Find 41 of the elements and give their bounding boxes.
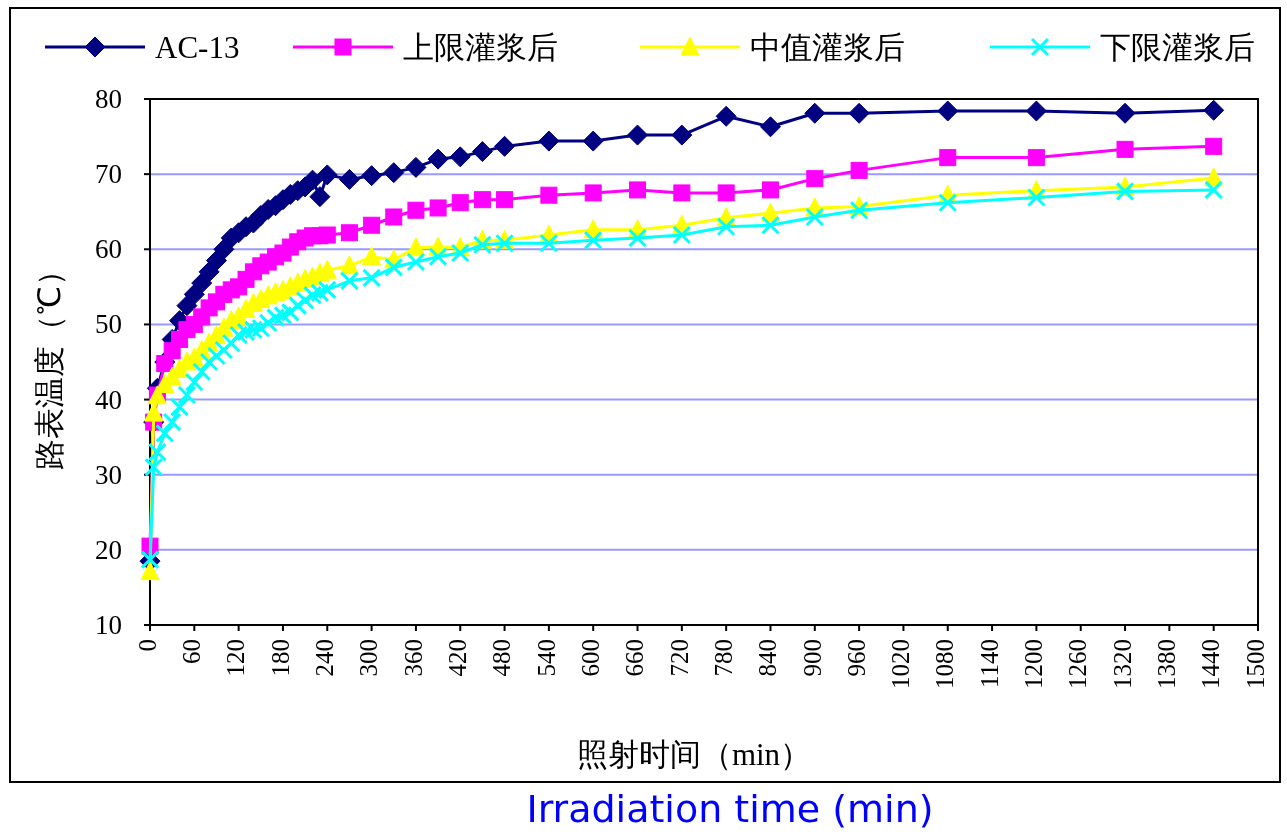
text: Irradiation time (min) bbox=[526, 787, 934, 831]
x-tick-label: 180 bbox=[266, 639, 294, 677]
x-tick-label: 420 bbox=[443, 639, 471, 677]
x-tick-label: 1080 bbox=[931, 639, 959, 689]
x-tick-label: 720 bbox=[665, 639, 693, 677]
x-tick-label: 60 bbox=[178, 639, 206, 664]
y-tick-label: 50 bbox=[95, 309, 122, 340]
legend-label: AC-13 bbox=[155, 30, 240, 65]
x-tick-label: 900 bbox=[798, 639, 826, 677]
x-tick-label: 600 bbox=[576, 639, 604, 677]
x-tick-label: 1380 bbox=[1153, 639, 1181, 689]
y-tick-label: 80 bbox=[95, 84, 122, 114]
x-tick-label: 1320 bbox=[1108, 639, 1136, 689]
x-tick-label: 120 bbox=[222, 639, 250, 677]
x-tick-label: 1200 bbox=[1020, 639, 1048, 689]
x-tick-label: 780 bbox=[709, 639, 737, 677]
y-axis-title: 路表温度（℃） bbox=[32, 254, 67, 470]
x-tick-label: 660 bbox=[621, 639, 649, 677]
x-tick-label: 960 bbox=[842, 639, 870, 677]
x-tick-label: 840 bbox=[754, 639, 782, 677]
x-axis-title: 照射时间（min） bbox=[576, 737, 812, 772]
x-tick-label: 0 bbox=[133, 639, 161, 652]
y-tick-label: 30 bbox=[95, 459, 122, 490]
x-tick-label: 360 bbox=[399, 639, 427, 677]
x-tick-label: 1500 bbox=[1241, 639, 1269, 689]
x-tick-label: 480 bbox=[488, 639, 516, 677]
x-tick-label: 1020 bbox=[887, 639, 915, 689]
x-tick-label: 1440 bbox=[1197, 639, 1225, 689]
x-tick-label: 540 bbox=[532, 639, 560, 677]
legend-label: 中值灌浆后 bbox=[750, 30, 905, 65]
x-tick-label: 240 bbox=[311, 639, 339, 677]
legend-label: 上限灌浆后 bbox=[403, 30, 558, 65]
y-tick-label: 70 bbox=[95, 159, 122, 190]
x-tick-label: 1260 bbox=[1064, 639, 1092, 689]
y-tick-label: 20 bbox=[95, 534, 122, 565]
y-tick-label: 10 bbox=[95, 610, 122, 640]
x-tick-label: 1140 bbox=[975, 639, 1003, 689]
legend-label: 下限灌浆后 bbox=[1100, 30, 1255, 65]
y-tick-label: 60 bbox=[95, 234, 122, 265]
x-tick-label: 300 bbox=[355, 639, 383, 677]
y-tick-label: 40 bbox=[95, 384, 122, 415]
